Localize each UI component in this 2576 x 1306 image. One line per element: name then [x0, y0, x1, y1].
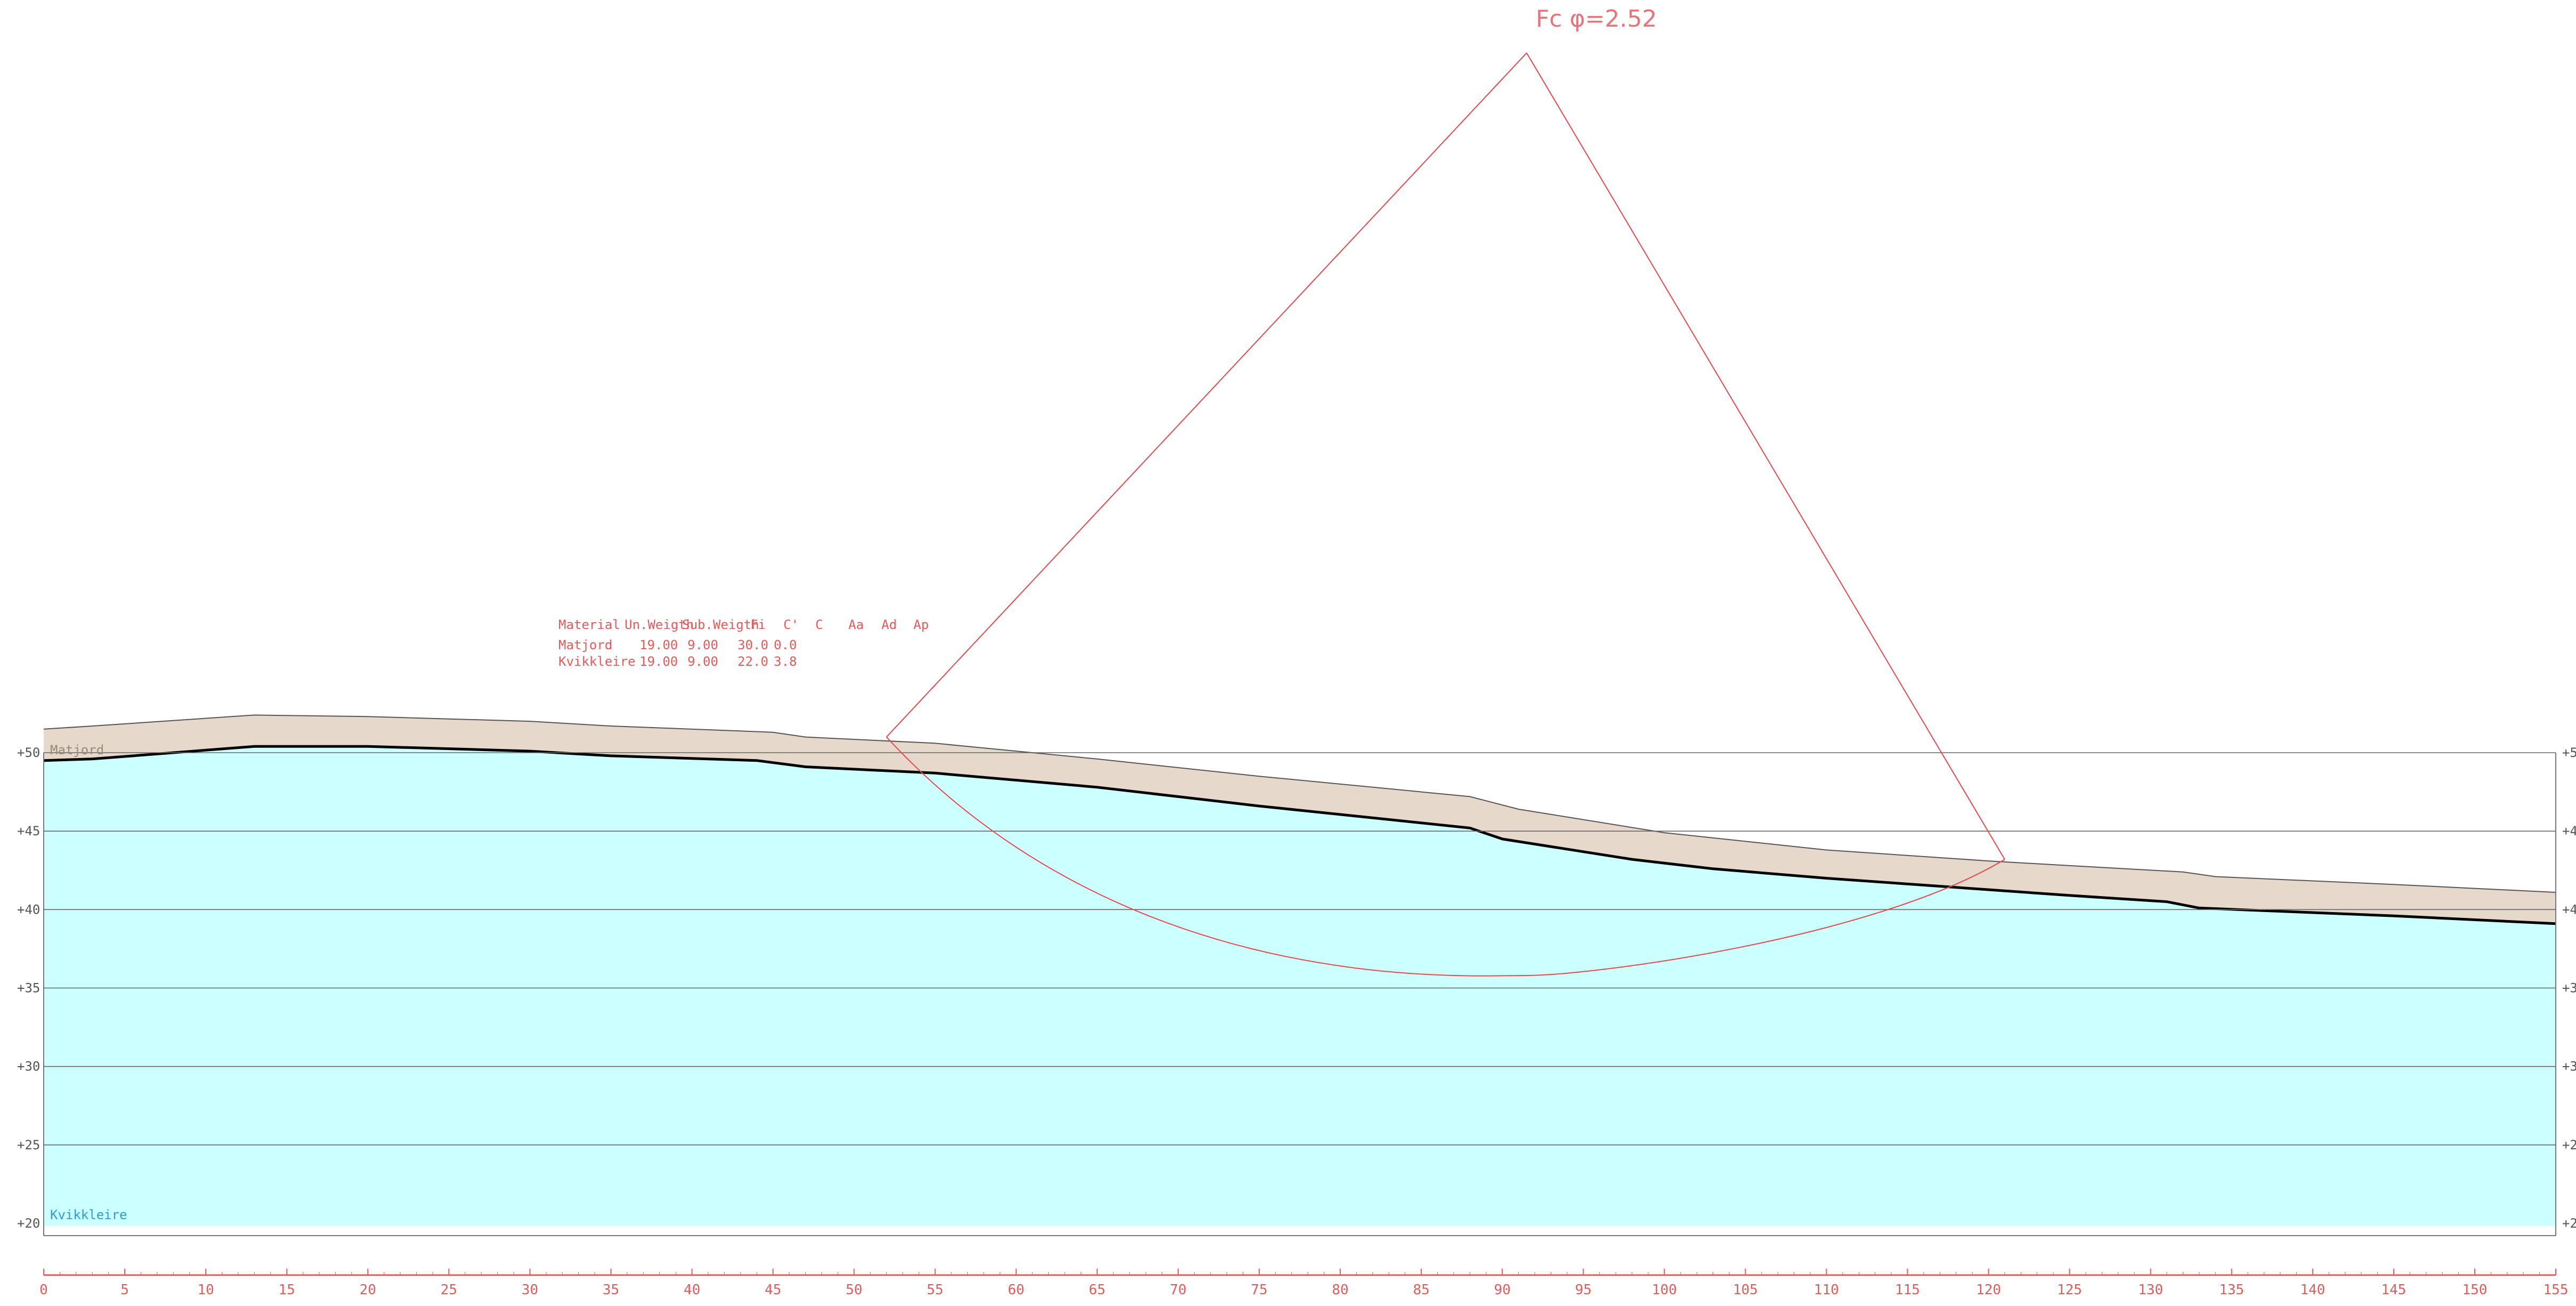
elevation-axis: +20 +2 +25 +2 +30 +3 +35 +3 +40 +4 +45 +4 +50 +5: [17, 745, 2576, 1231]
distance-tick-label: 125: [2057, 1282, 2082, 1298]
materials-row-fi: 22.0: [738, 654, 768, 669]
topsoil-layer: [44, 715, 2556, 924]
distance-tick-label: 0: [39, 1282, 48, 1298]
elevation-tick-label: +20: [17, 1216, 40, 1231]
radius-line-entry: [886, 52, 1527, 738]
materials-row-c-prime: 0.0: [774, 638, 797, 652]
distance-tick-label: 70: [1170, 1282, 1186, 1298]
distance-tick-label: 135: [2219, 1282, 2244, 1298]
elevation-tick-label: +25: [17, 1138, 40, 1152]
distance-tick-label: 155: [2543, 1282, 2569, 1298]
distance-tick-label: 100: [1652, 1282, 1677, 1298]
materials-row-unit-weight: 19.00: [639, 654, 678, 669]
distance-tick-label: 60: [1008, 1282, 1024, 1298]
materials-header-aa: Aa: [848, 617, 864, 632]
materials-row-unit-weight: 19.00: [639, 638, 678, 652]
distance-tick-label: 30: [522, 1282, 538, 1298]
slip-surface: [886, 52, 2005, 977]
elevation-tick-label-right: +4: [2562, 902, 2576, 917]
layer-boundary-line: [43, 745, 2556, 925]
slip-arc: [886, 736, 2005, 977]
elevation-tick-label-right: +3: [2562, 1059, 2576, 1074]
materials-row-name: Matjord: [558, 638, 612, 652]
materials-header-ad: Ad: [881, 617, 897, 632]
materials-header-unit-weight: Un.Weigth: [625, 617, 694, 632]
distance-tick-label: 145: [2381, 1282, 2406, 1298]
materials-row-name: Kvikkleire: [558, 654, 636, 669]
elevation-tick-label: +50: [17, 745, 40, 760]
materials-row-sub-weight: 9.00: [687, 654, 718, 669]
soil-layers: [43, 714, 2556, 1236]
materials-header-c-prime: C': [783, 617, 799, 632]
materials-row-sub-weight: 9.00: [687, 638, 718, 652]
elevation-gridlines: [44, 752, 2556, 1146]
materials-header-sub-weight: Sub.Weigth: [682, 617, 759, 632]
distance-tick-label: 10: [197, 1282, 214, 1298]
materials-header-material: Material: [558, 617, 620, 632]
distance-tick-label: 115: [1895, 1282, 1920, 1298]
distance-tick-label: 50: [846, 1282, 862, 1298]
elevation-tick-label-right: +2: [2562, 1216, 2576, 1231]
distance-tick-label: 150: [2462, 1282, 2487, 1298]
distance-tick-label: 140: [2300, 1282, 2325, 1298]
materials-row-c-prime: 3.8: [774, 654, 797, 669]
materials-header-c: C: [815, 617, 823, 632]
distance-tick-label: 25: [441, 1282, 457, 1298]
distance-tick-label: 35: [603, 1282, 619, 1298]
elevation-tick-label: +30: [17, 1059, 40, 1074]
distance-tick-label: 110: [1814, 1282, 1839, 1298]
elevation-tick-label-right: +4: [2562, 824, 2576, 839]
materials-row-fi: 30.0: [738, 638, 768, 652]
elevation-tick-label: +35: [17, 981, 40, 996]
distance-tick-label: 65: [1089, 1282, 1105, 1298]
distance-axis: 0 5 10 15 20 25 30 35 40 45 50 55 60 65 70 75 80 85 90 95 10…: [39, 1269, 2568, 1298]
elevation-tick-label-right: +3: [2562, 981, 2576, 996]
distance-tick-label: 55: [927, 1282, 943, 1298]
distance-tick-label: 20: [360, 1282, 376, 1298]
layer-label-topsoil: Matjord: [50, 743, 104, 757]
materials-header-ap: Ap: [913, 617, 929, 632]
distance-tick-label: 15: [279, 1282, 295, 1298]
distance-tick-label: 5: [120, 1282, 129, 1298]
elevation-tick-label-right: +5: [2562, 745, 2576, 760]
radius-line-exit: [1526, 52, 2005, 860]
materials-header-fi: Fi: [750, 617, 766, 632]
distance-tick-label: 40: [684, 1282, 700, 1298]
distance-tick-label: 95: [1575, 1282, 1592, 1298]
elevation-tick-label: +40: [17, 902, 40, 917]
distance-tick-label: 90: [1494, 1282, 1511, 1298]
ground-surface-line: [43, 714, 2556, 893]
clay-layer: [44, 746, 2556, 1226]
layer-label-clay: Kvikkleire: [50, 1207, 127, 1222]
elevation-tick-label-right: +2: [2562, 1138, 2576, 1152]
distance-tick-label: 85: [1413, 1282, 1429, 1298]
distance-tick-label: 105: [1733, 1282, 1758, 1298]
distance-tick-label: 75: [1251, 1282, 1267, 1298]
materials-table: Material Un.Weigth Sub.Weigth Fi C' C Aa…: [558, 617, 929, 669]
elevation-tick-label: +45: [17, 824, 40, 839]
distance-tick-label: 130: [2138, 1282, 2163, 1298]
distance-tick-label: 45: [765, 1282, 781, 1298]
distance-tick-label: 120: [1976, 1282, 2001, 1298]
distance-tick-label: 80: [1332, 1282, 1348, 1298]
factor-of-safety-title: Fc φ=2.52: [1536, 5, 1657, 33]
